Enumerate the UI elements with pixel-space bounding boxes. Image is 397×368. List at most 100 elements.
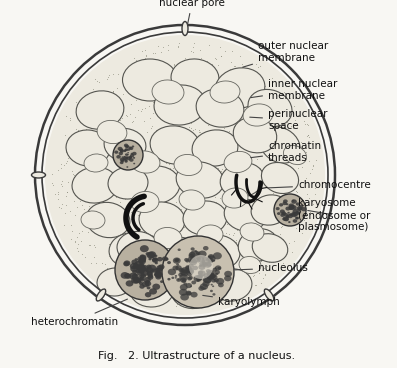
Point <box>93 260 99 266</box>
Point <box>174 295 180 301</box>
Point <box>262 139 268 145</box>
Point <box>71 174 77 180</box>
Point <box>153 260 159 266</box>
Point <box>263 151 270 157</box>
Point <box>195 221 202 227</box>
Point <box>106 152 112 158</box>
Ellipse shape <box>295 217 298 219</box>
Point <box>87 130 93 136</box>
Point <box>183 146 189 152</box>
Point <box>216 160 222 166</box>
Point <box>183 133 189 139</box>
Point <box>239 201 245 206</box>
Point <box>156 106 162 112</box>
Point <box>195 109 201 114</box>
Point <box>83 140 89 146</box>
Ellipse shape <box>175 277 177 279</box>
Point <box>204 208 210 214</box>
Point <box>284 152 290 158</box>
Ellipse shape <box>185 259 189 262</box>
Point <box>288 160 294 166</box>
Point <box>167 277 173 283</box>
Ellipse shape <box>145 292 151 297</box>
Point <box>289 196 295 202</box>
Ellipse shape <box>177 279 179 280</box>
Point <box>257 280 264 286</box>
Point <box>157 236 164 241</box>
Ellipse shape <box>224 151 252 173</box>
Point <box>287 104 294 110</box>
Point <box>86 213 93 219</box>
Point <box>261 194 267 200</box>
Point <box>204 245 211 251</box>
Point <box>175 296 182 302</box>
Point <box>112 213 118 219</box>
Ellipse shape <box>280 209 285 213</box>
Point <box>177 82 183 88</box>
Point <box>169 237 175 243</box>
Point <box>212 199 219 205</box>
Point <box>222 69 228 75</box>
Point <box>154 103 160 109</box>
Point <box>262 103 269 109</box>
Point <box>135 159 142 165</box>
Point <box>241 194 247 200</box>
Point <box>231 153 238 159</box>
Ellipse shape <box>291 205 297 210</box>
Point <box>76 99 83 105</box>
Point <box>159 194 165 200</box>
Point <box>300 212 306 217</box>
Point <box>253 164 259 170</box>
Point <box>237 183 244 189</box>
Point <box>166 231 172 237</box>
Point <box>119 238 125 244</box>
Ellipse shape <box>146 280 150 283</box>
Point <box>181 115 187 121</box>
Point <box>304 121 310 127</box>
Ellipse shape <box>168 269 176 275</box>
Point <box>222 102 228 107</box>
Point <box>159 77 165 83</box>
Point <box>306 134 312 139</box>
Ellipse shape <box>121 160 124 162</box>
Point <box>147 68 154 74</box>
Point <box>92 244 98 250</box>
Point <box>104 120 110 126</box>
Point <box>230 123 237 129</box>
Point <box>210 138 216 144</box>
Point <box>227 66 233 72</box>
Ellipse shape <box>171 59 219 97</box>
Point <box>286 110 292 116</box>
Ellipse shape <box>138 269 143 273</box>
Point <box>94 78 100 84</box>
Point <box>110 226 116 232</box>
Point <box>257 198 263 204</box>
Point <box>237 85 243 91</box>
Point <box>257 183 263 188</box>
Point <box>77 141 83 147</box>
Point <box>186 252 193 258</box>
Point <box>157 217 164 223</box>
Ellipse shape <box>293 219 297 223</box>
Point <box>178 294 185 300</box>
Ellipse shape <box>119 152 123 155</box>
Ellipse shape <box>203 276 212 283</box>
Circle shape <box>113 140 143 170</box>
Point <box>197 72 203 78</box>
Ellipse shape <box>217 267 221 270</box>
Point <box>178 159 185 165</box>
Point <box>205 251 212 257</box>
Point <box>239 142 245 148</box>
Ellipse shape <box>251 195 289 225</box>
Point <box>194 273 200 279</box>
Point <box>218 203 224 209</box>
Point <box>108 226 114 232</box>
Ellipse shape <box>139 284 145 289</box>
Point <box>179 300 185 306</box>
Point <box>131 54 137 60</box>
Point <box>197 270 204 276</box>
Ellipse shape <box>188 276 193 280</box>
Ellipse shape <box>140 255 146 259</box>
Point <box>89 196 96 202</box>
Point <box>179 104 185 110</box>
